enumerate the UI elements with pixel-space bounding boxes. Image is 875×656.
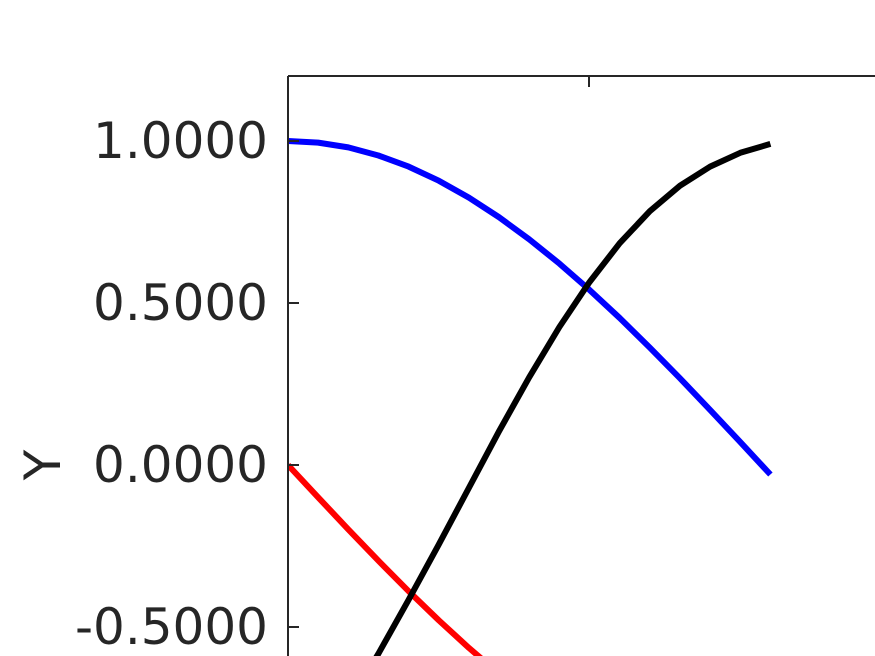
series-line-3 — [373, 141, 772, 656]
series-layer — [288, 138, 773, 656]
y-tick-label: 0.5000 — [93, 274, 268, 332]
series-line-1 — [288, 138, 773, 477]
y-tick-label: 1.0000 — [93, 112, 268, 170]
y-tick-label: -0.5000 — [75, 598, 268, 656]
series-line-2 — [288, 462, 483, 656]
y-tick-label: 0.0000 — [93, 436, 268, 494]
y-axis-ticks: 1.0000 0.5000 0.0000 -0.5000 — [75, 112, 299, 656]
y-axis-label: Y — [14, 449, 72, 481]
